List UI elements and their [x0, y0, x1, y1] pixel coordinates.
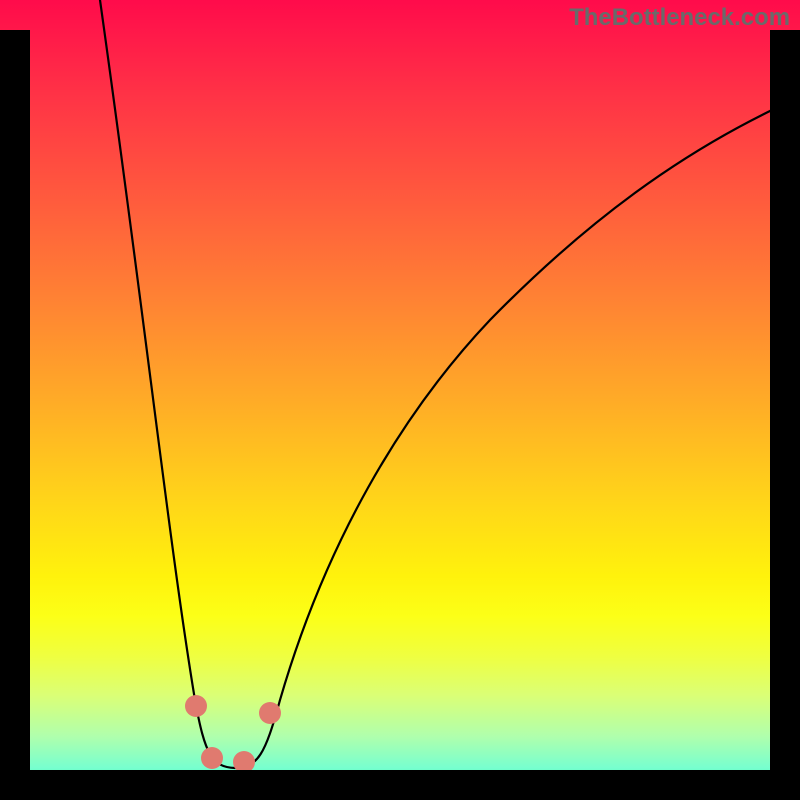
gradient-background [0, 0, 800, 800]
frame-bottom [0, 770, 800, 800]
watermark-text: TheBottleneck.com [569, 4, 790, 32]
curve-marker-1 [201, 747, 223, 769]
curve-marker-0 [185, 695, 207, 717]
chart-container: TheBottleneck.com [0, 0, 800, 800]
frame-right [770, 30, 800, 800]
curve-marker-3 [259, 702, 281, 724]
frame-left [0, 30, 30, 800]
